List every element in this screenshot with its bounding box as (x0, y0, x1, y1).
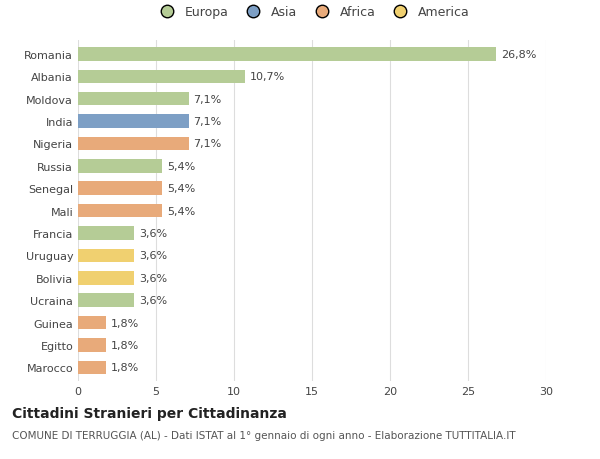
Bar (78, 93, 189, 106)
Legend: Europa, Asia, Africa, America: Europa, Asia, Africa, America (152, 3, 472, 22)
Text: 3,6%: 3,6% (139, 251, 167, 261)
Text: 1,8%: 1,8% (111, 318, 139, 328)
Text: 5,4%: 5,4% (167, 162, 195, 172)
Bar (78, 115, 189, 129)
Text: 1,8%: 1,8% (111, 340, 139, 350)
Bar (78, 294, 134, 307)
Bar (78, 70, 245, 84)
Bar (78, 48, 496, 62)
Text: Cittadini Stranieri per Cittadinanza: Cittadini Stranieri per Cittadinanza (12, 406, 287, 420)
Bar (78, 361, 106, 374)
Bar (78, 339, 106, 352)
Bar (78, 227, 134, 240)
Text: 5,4%: 5,4% (167, 206, 195, 216)
Text: 26,8%: 26,8% (501, 50, 536, 60)
Text: 1,8%: 1,8% (111, 363, 139, 373)
Text: 3,6%: 3,6% (139, 296, 167, 306)
Bar (78, 160, 162, 173)
Text: 7,1%: 7,1% (193, 117, 221, 127)
Bar (78, 271, 134, 285)
Bar (78, 249, 134, 263)
Text: 7,1%: 7,1% (193, 139, 221, 149)
Text: 5,4%: 5,4% (167, 184, 195, 194)
Bar (78, 316, 106, 330)
Text: 7,1%: 7,1% (193, 95, 221, 104)
Text: 3,6%: 3,6% (139, 273, 167, 283)
Bar (78, 182, 162, 196)
Text: 10,7%: 10,7% (250, 72, 285, 82)
Bar (78, 204, 162, 218)
Text: 3,6%: 3,6% (139, 229, 167, 239)
Text: COMUNE DI TERRUGGIA (AL) - Dati ISTAT al 1° gennaio di ogni anno - Elaborazione : COMUNE DI TERRUGGIA (AL) - Dati ISTAT al… (12, 431, 515, 441)
Bar (78, 137, 189, 151)
